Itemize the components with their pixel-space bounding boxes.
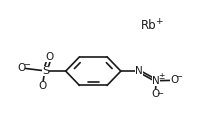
Text: −: − [156, 89, 163, 98]
Text: −: − [175, 72, 183, 81]
Text: +: + [155, 17, 162, 26]
Text: −: − [23, 60, 30, 69]
Text: O: O [170, 75, 178, 85]
Text: S: S [42, 66, 49, 76]
Text: Rb: Rb [141, 19, 156, 32]
Text: O: O [17, 63, 25, 73]
Text: ±: ± [158, 72, 165, 81]
Text: O: O [151, 89, 159, 99]
Text: O: O [38, 81, 46, 91]
Text: O: O [45, 52, 53, 61]
Text: N: N [152, 76, 160, 86]
Text: N: N [135, 66, 143, 76]
